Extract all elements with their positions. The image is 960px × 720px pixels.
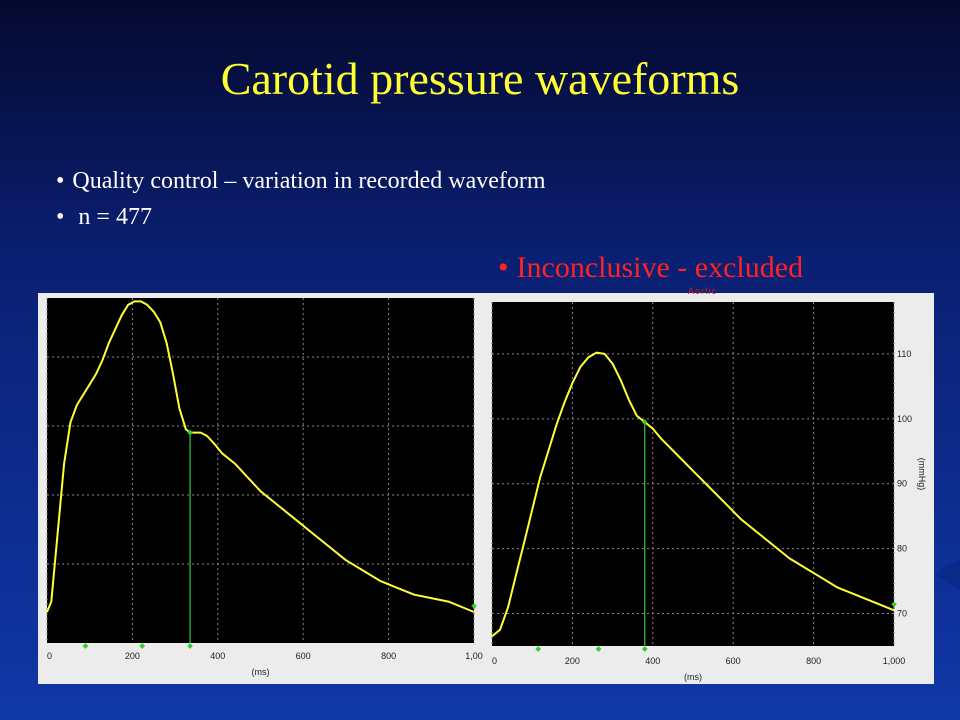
bullet-text: n = 477 xyxy=(72,204,152,230)
bullet-quality-control: • Quality control – variation in recorded… xyxy=(56,168,546,195)
marker-point xyxy=(641,419,648,425)
x-tick-label: 1,000 xyxy=(883,656,906,666)
slide-title: Carotid pressure waveforms xyxy=(220,53,740,104)
x-tick-label: 400 xyxy=(210,651,225,661)
plot-area xyxy=(492,302,894,646)
bullet-inconclusive: • Inconclusive - excluded xyxy=(498,251,803,285)
marker-point xyxy=(82,643,89,649)
waveform-chart-right: 0 200 400 600 800 1,000 70 80 90 100 110 (mmHg) (ms) xyxy=(491,302,927,682)
x-tick-label: 600 xyxy=(726,656,741,666)
y-axis-label: (mmHg) xyxy=(917,458,927,491)
x-tick-label: 400 xyxy=(645,656,660,666)
y-tick-label: 80 xyxy=(897,544,907,554)
x-tick-label: 0 xyxy=(492,656,497,666)
x-tick-label: 600 xyxy=(296,651,311,661)
marker-point xyxy=(641,646,648,652)
cut-off-tab-label: Aortic xyxy=(688,286,718,296)
waveform-chart-left: 0 200 400 600 800 1,00 (ms) xyxy=(46,298,483,677)
bullet-dot: • xyxy=(56,204,65,230)
waveform-line xyxy=(491,351,895,638)
x-tick-label: 1,00 xyxy=(465,651,483,661)
slide-corner-ornament xyxy=(936,560,960,590)
bullet-dot: • xyxy=(56,168,65,194)
plot-area xyxy=(47,298,474,643)
bullet-sample-size: • n = 477 xyxy=(56,204,152,231)
waveform-line xyxy=(46,300,475,613)
marker-point xyxy=(139,643,146,649)
x-tick-label: 0 xyxy=(47,651,52,661)
x-axis-label: (ms) xyxy=(684,672,702,682)
bullet-dot: • xyxy=(498,251,509,284)
x-tick-label: 800 xyxy=(381,651,396,661)
marker-point xyxy=(535,646,542,652)
y-tick-label: 110 xyxy=(897,349,911,359)
marker-point xyxy=(471,603,477,609)
marker-point xyxy=(891,601,897,608)
y-tick-label: 90 xyxy=(897,479,907,489)
marker-point xyxy=(595,646,602,652)
x-tick-label: 200 xyxy=(565,656,580,666)
y-tick-label: 100 xyxy=(897,414,912,424)
bullet-text: Quality control – variation in recorded … xyxy=(72,168,546,194)
y-tick-label: 70 xyxy=(897,609,907,619)
bullet-text: Inconclusive - excluded xyxy=(516,251,804,284)
x-axis-label: (ms) xyxy=(252,667,270,677)
marker-point xyxy=(187,643,193,649)
x-tick-label: 200 xyxy=(125,651,140,661)
x-tick-label: 800 xyxy=(806,656,821,666)
marker-point xyxy=(187,429,193,436)
